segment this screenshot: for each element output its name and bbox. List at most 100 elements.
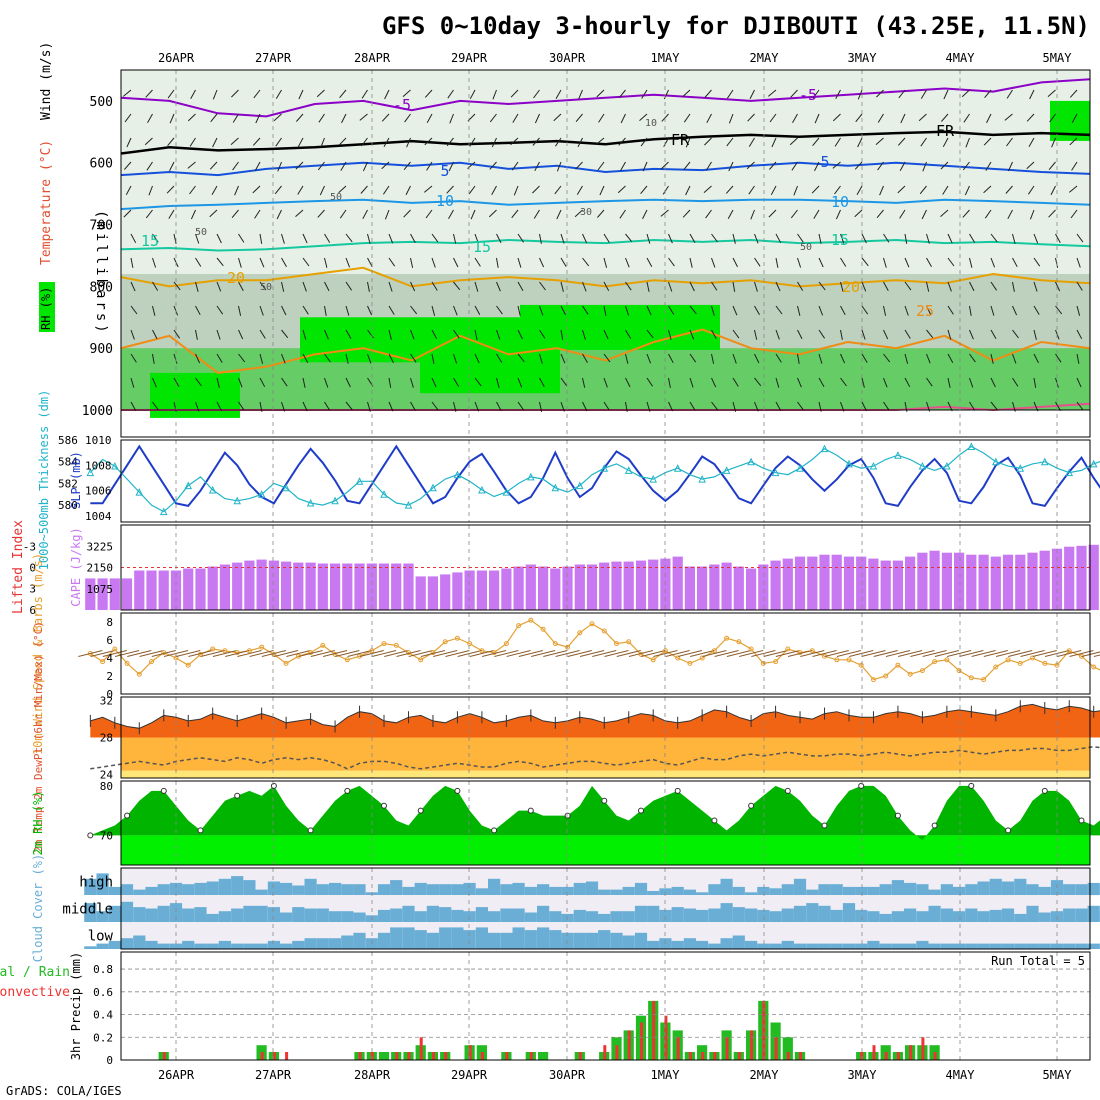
wind-barb bbox=[324, 401, 331, 411]
panel-press-border bbox=[120, 439, 1091, 523]
cloud-bar bbox=[304, 938, 317, 949]
cloud-bar bbox=[561, 886, 574, 895]
isotherm-label: -5 bbox=[799, 86, 817, 104]
precip-convective-bar bbox=[285, 1052, 289, 1060]
wind-barb bbox=[897, 137, 906, 146]
cape-bar bbox=[1051, 548, 1063, 610]
panel-cross-border bbox=[120, 69, 1091, 438]
wind-barb bbox=[474, 257, 481, 267]
wind-barb bbox=[469, 89, 476, 100]
wind-barb bbox=[1071, 113, 1078, 123]
temp-mid-band bbox=[121, 737, 1090, 771]
wind-barb bbox=[582, 377, 586, 388]
wind-barb bbox=[211, 185, 218, 195]
cloud-bar bbox=[940, 943, 953, 949]
cape-bar bbox=[892, 560, 903, 610]
wind-barb bbox=[124, 113, 132, 123]
wind-barb bbox=[1071, 161, 1078, 171]
wind-barb bbox=[922, 161, 927, 172]
cloud-bar bbox=[512, 908, 525, 922]
wind-barb bbox=[883, 305, 887, 316]
cape-bar bbox=[85, 578, 96, 610]
precip-convective-bar bbox=[529, 1052, 533, 1060]
wind-barb bbox=[254, 161, 261, 171]
cloud-bar bbox=[965, 884, 978, 895]
thickness-marker bbox=[894, 451, 902, 459]
wind-barb bbox=[840, 329, 843, 340]
cape-bar bbox=[134, 570, 145, 610]
wind-speed-point bbox=[601, 628, 607, 634]
cloud-bar bbox=[537, 927, 550, 949]
lifted-tick: -3 bbox=[23, 540, 36, 553]
rh2m-point bbox=[417, 807, 424, 814]
wind-barb bbox=[926, 305, 932, 316]
wind-barb bbox=[554, 137, 562, 147]
cape-bar bbox=[929, 550, 940, 610]
wind-barb bbox=[560, 281, 564, 292]
wind-barb bbox=[488, 209, 497, 218]
wind-barb bbox=[187, 161, 196, 169]
wind-barb bbox=[961, 89, 970, 98]
wind-speed-point bbox=[907, 671, 913, 677]
rh2m-point bbox=[87, 832, 94, 839]
wind-barb-10m bbox=[628, 650, 654, 657]
cloud-bar bbox=[842, 886, 856, 895]
cloud-bar bbox=[145, 908, 158, 922]
wind-barb bbox=[238, 377, 243, 388]
precip-convective-bar bbox=[921, 1037, 925, 1060]
wind-barb bbox=[711, 281, 718, 291]
wind-barb bbox=[769, 161, 777, 170]
cape-bar bbox=[207, 566, 218, 610]
wind-barb bbox=[790, 209, 798, 219]
slp-line bbox=[90, 444, 1100, 508]
isotherm-line bbox=[120, 78, 1091, 118]
wind-barb bbox=[195, 353, 201, 364]
pressure-tick: 700 bbox=[90, 219, 113, 234]
wind-barb bbox=[259, 377, 266, 388]
cloud-bar bbox=[451, 909, 464, 923]
cape-bar bbox=[268, 560, 279, 610]
precip-convective-bar bbox=[444, 1052, 448, 1060]
wind-barb bbox=[775, 305, 783, 315]
wind-barb bbox=[861, 329, 866, 340]
wind-speed-point bbox=[1017, 660, 1023, 666]
wind-barb bbox=[510, 89, 519, 98]
precip-convective-bar bbox=[737, 1052, 741, 1060]
wind-barb bbox=[453, 329, 460, 339]
wind-barb bbox=[962, 209, 970, 218]
cloud-bar bbox=[598, 930, 611, 949]
wind-barb bbox=[361, 137, 368, 147]
rh2m-point bbox=[638, 807, 644, 814]
cape-bar bbox=[366, 563, 377, 610]
wind-barb bbox=[577, 137, 583, 148]
wind-barb bbox=[732, 257, 738, 268]
wind-barb bbox=[130, 353, 137, 363]
precip-convective-bar bbox=[750, 1030, 754, 1060]
cloud-bar bbox=[512, 927, 525, 949]
wind-barb bbox=[302, 305, 309, 315]
wind-barb bbox=[195, 233, 200, 244]
wind-barb bbox=[818, 257, 824, 268]
date-label-top: 26APR bbox=[158, 51, 195, 65]
cloud-bar bbox=[218, 940, 231, 949]
cape-bar bbox=[721, 562, 732, 610]
wind-barb bbox=[840, 233, 845, 244]
wind-barb bbox=[920, 89, 927, 99]
wind-barb bbox=[1076, 329, 1083, 340]
cloud-bar bbox=[965, 908, 978, 922]
cloud-bar bbox=[267, 940, 280, 949]
wind-barb bbox=[533, 89, 540, 99]
wind-barb bbox=[754, 257, 761, 267]
wind-barb bbox=[1012, 377, 1019, 387]
wind-barb bbox=[732, 281, 736, 292]
wind-barb bbox=[259, 353, 264, 364]
wind-barb bbox=[381, 113, 390, 122]
wind-barb bbox=[941, 113, 949, 122]
wind-barb bbox=[749, 89, 755, 100]
date-label-top: 4MAY bbox=[946, 51, 976, 65]
cloud-bar bbox=[169, 943, 183, 949]
wind-barb bbox=[474, 377, 482, 387]
wind-barb bbox=[345, 401, 353, 411]
wind-barb bbox=[599, 185, 605, 196]
cape-bar bbox=[746, 568, 757, 610]
